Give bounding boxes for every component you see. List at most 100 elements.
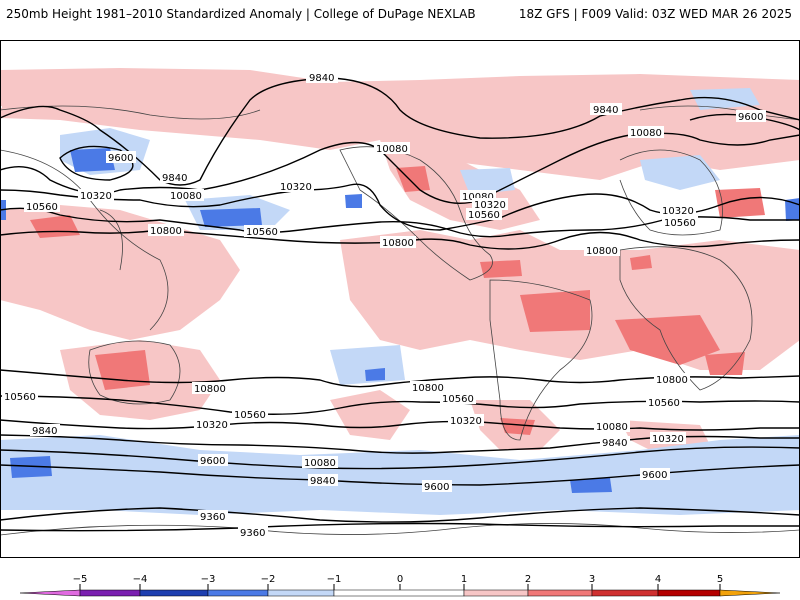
contour-labels: 9840 9840 9600 9840 10080 10080 9600 960… (0, 71, 766, 539)
map-title: 250mb Height 1981–2010 Standardized Anom… (6, 7, 476, 21)
contour-label: 10800 (382, 238, 414, 249)
colorbar-tick-label: 1 (461, 574, 467, 585)
anomaly-pos2-madagascar (705, 352, 745, 375)
colorbar-tick-label: 4 (655, 574, 661, 585)
contour-label: 9360 (240, 528, 265, 539)
anomaly-pos2-africa (615, 315, 720, 365)
colorbar-tick-label: −5 (73, 574, 88, 585)
anomaly-pos2-spatag (500, 418, 535, 435)
contour-label: 10800 (150, 226, 182, 237)
colorbar-tick-label: −2 (261, 574, 276, 585)
contour-10560-north (0, 207, 800, 238)
anomaly-pos1-asia (0, 205, 240, 340)
colorbar-segments (19, 589, 781, 597)
anomaly-neg2-spole-west (10, 456, 52, 478)
coast-antarctica (0, 523, 800, 536)
colorbar-ticks: −5 −4 −3 −2 −1 0 1 2 3 4 5 (73, 574, 723, 590)
anomaly-neg1-southpac (330, 345, 405, 385)
colorbar-tick-label: 2 (525, 574, 531, 585)
anomaly-pos2-caribbean (480, 260, 522, 278)
colorbar-segment-neg3 (139, 589, 209, 597)
contour-9360-south-2 (0, 522, 800, 532)
colorbar-tick-label: 0 (397, 574, 403, 585)
contour-label: 9600 (424, 482, 449, 493)
contour-label: 9600 (642, 470, 667, 481)
contour-label: 10320 (196, 420, 228, 431)
contour-label: 10560 (648, 398, 680, 409)
anomaly-neg2-nwpac (70, 148, 115, 172)
colorbar-segment-pos1 (463, 589, 529, 597)
contour-9840-south (0, 446, 800, 470)
contour-label: 10560 (4, 392, 36, 403)
colorbar-segment-pos2 (527, 589, 593, 597)
contour-label: 10800 (412, 383, 444, 394)
contour-10800-north (0, 229, 800, 250)
contour-label: 10080 (170, 191, 202, 202)
colorbar-tick-label: 3 (589, 574, 595, 585)
contour-label: 10560 (26, 202, 58, 213)
contour-label: 10080 (304, 458, 336, 469)
map-panel: 9840 9840 9600 9840 10080 10080 9600 960… (0, 40, 800, 558)
colorbar-tick-label: 5 (717, 574, 723, 585)
contour-9360-south (0, 507, 800, 523)
contour-label: 9840 (32, 426, 57, 437)
colorbar-segment-neg5 (19, 589, 81, 597)
positive-anomaly-fill-2 (30, 166, 765, 435)
colorbar-segment-pos5 (719, 589, 781, 597)
contour-label: 10560 (664, 218, 696, 229)
colorbar: −5 −4 −3 −2 −1 0 1 2 3 4 5 (19, 574, 781, 597)
colorbar-segment-pos3 (591, 589, 659, 597)
header: 250mb Height 1981–2010 Standardized Anom… (0, 0, 800, 28)
contour-label: 10800 (586, 246, 618, 257)
anomaly-pos2-amazon (520, 290, 590, 332)
contour-label: 10560 (442, 394, 474, 405)
coast-australia (88, 340, 181, 405)
anomaly-pos1-arctic (0, 68, 800, 180)
anomaly-neg1-greatlakes (460, 168, 515, 195)
anomaly-pos2-oz (95, 350, 150, 390)
contour-label: 9360 (200, 512, 225, 523)
contour-label: 9840 (593, 105, 618, 116)
contour-label: 9600 (200, 456, 225, 467)
colorbar-tick-label: −3 (201, 574, 216, 585)
contour-label: 9840 (309, 73, 334, 84)
contour-label: 10080 (376, 144, 408, 155)
anomaly-pos2-meast (715, 188, 765, 218)
colorbar-segment-neg2 (207, 589, 269, 597)
contour-10800-south (0, 369, 800, 388)
contour-label: 10320 (474, 200, 506, 211)
anomaly-neg2-southpac (365, 368, 385, 381)
anomaly-neg2-centralpac (200, 208, 262, 227)
contour-9600-north (59, 145, 134, 181)
contour-label: 10080 (462, 192, 494, 203)
contour-label: 10080 (596, 422, 628, 433)
colorbar-segment-pos4 (657, 589, 721, 597)
contour-label: 10560 (246, 227, 278, 238)
contour-label: 10800 (656, 375, 688, 386)
contour-label: 10560 (468, 210, 500, 221)
contour-label: 10560 (234, 410, 266, 421)
colorbar-tick-label: −1 (327, 574, 342, 585)
anomaly-neg1-atlantic (640, 155, 720, 190)
contour-label: 9840 (310, 476, 335, 487)
anomaly-neg2-sindian (570, 478, 612, 493)
colorbar-tick-label: −4 (133, 574, 148, 585)
anomaly-neg1-spole (0, 470, 100, 505)
anomaly-pos2-india (630, 255, 652, 270)
colorbar-segment-neg1 (267, 589, 335, 597)
contour-10080-south (0, 434, 800, 454)
anomaly-pos2-nepac (396, 166, 430, 192)
contour-label: 10800 (194, 384, 226, 395)
coast-europe (619, 149, 723, 236)
contour-label: 10320 (450, 416, 482, 427)
contour-label: 9600 (108, 153, 133, 164)
colorbar-segment-neg4 (79, 589, 141, 597)
contour-label: 10320 (652, 434, 684, 445)
contour-10320-north (0, 183, 800, 231)
coast-africa (619, 246, 753, 391)
colorbar-segment-zero (333, 589, 465, 597)
contour-label: 10320 (280, 182, 312, 193)
contour-label: 10320 (80, 191, 112, 202)
coast-south-america (489, 279, 593, 441)
anomaly-neg2-gulfak (345, 194, 362, 208)
